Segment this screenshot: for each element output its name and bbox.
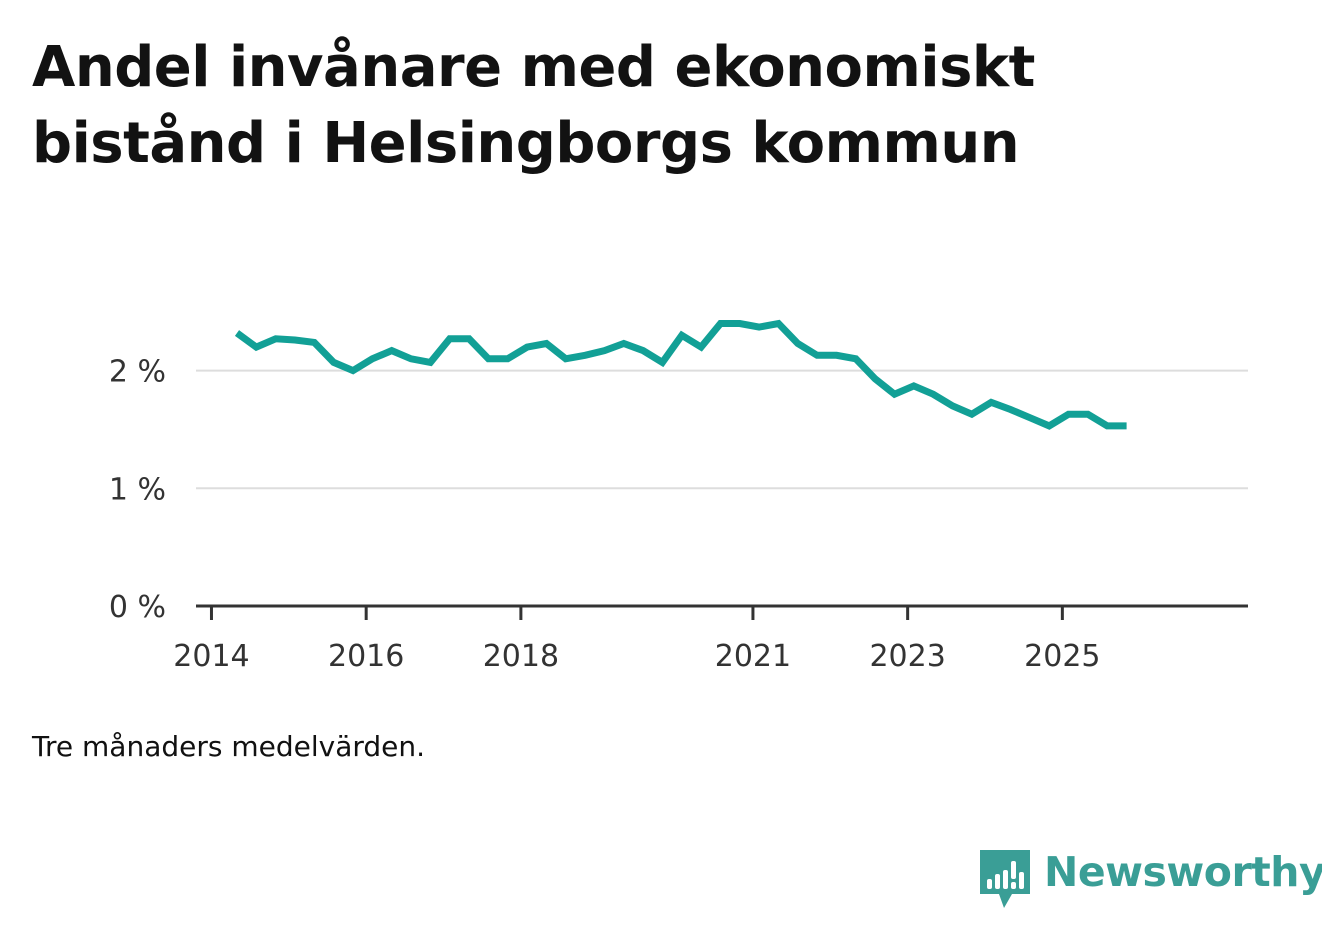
x-axis-ticks <box>209 606 1064 620</box>
brand-name: Newsworthy <box>1044 848 1322 896</box>
brand-logo[interactable]: Newsworthy <box>980 848 1322 912</box>
y-tick-label-0: 0 % <box>109 590 166 625</box>
chart-title: Andel invånare med ekonomiskt bistånd i … <box>32 30 1232 182</box>
y-tick-label-2: 2 % <box>109 355 166 390</box>
chart-title-line-2: bistånd i Helsingborgs kommun <box>32 111 1020 176</box>
data-series <box>234 319 1127 430</box>
x-tick-label-2025: 2025 <box>1024 639 1100 674</box>
x-axis-tick-labels: 2014 2016 2018 2021 2023 2025 <box>173 639 1100 674</box>
x-tick-label-2016: 2016 <box>328 639 404 674</box>
gridlines <box>196 369 1248 490</box>
y-tick-label-1: 1 % <box>109 472 166 507</box>
y-axis-tick-labels: 0 % 1 % 2 % <box>109 355 166 625</box>
x-tick-label-2023: 2023 <box>869 639 945 674</box>
chart-title-line-1: Andel invånare med ekonomiskt <box>32 35 1035 100</box>
footnote: Tre månaders medelvärden. <box>32 730 426 763</box>
x-tick-label-2021: 2021 <box>715 639 791 674</box>
series-line-0 <box>234 319 1127 430</box>
x-tick-label-2018: 2018 <box>483 639 559 674</box>
x-tick-label-2014: 2014 <box>173 639 249 674</box>
newsworthy-chart-bubble-icon <box>980 850 1030 908</box>
